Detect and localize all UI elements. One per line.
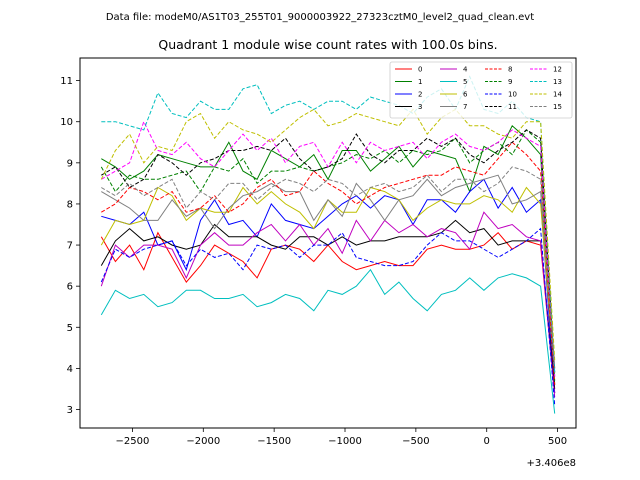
x-tick-label: −2000 (186, 436, 220, 447)
legend-label-3: 3 (418, 103, 422, 111)
x-tick-label: 500 (548, 436, 567, 447)
y-tick-label: 3 (67, 405, 73, 416)
x-axis: −2500 −2000 −1500 −1000 −500 0 500 (116, 428, 567, 447)
legend-label-8: 8 (508, 66, 512, 74)
plot-area: −2500 −2000 −1500 −1000 −500 0 500 34567891011… (60, 57, 577, 469)
x-tick-label: −2500 (116, 436, 150, 447)
y-axis: 3 4 5 6 7 8 9 10 11 (60, 76, 80, 416)
legend-label-1: 1 (418, 78, 422, 86)
y-tick-label: 10 (60, 117, 73, 128)
series-line-4 (100, 211, 556, 398)
y-tick-label: 11 (60, 76, 73, 87)
legend-label-11: 11 (508, 103, 517, 111)
series-line-2 (101, 178, 556, 394)
series-line-1 (101, 124, 556, 385)
x-tick-label: −1000 (328, 436, 362, 447)
series-layer (100, 75, 556, 414)
series-line-10 (100, 227, 556, 406)
legend-label-9: 9 (508, 78, 512, 86)
series-line-11 (101, 129, 556, 373)
chart-title: Quadrant 1 module wise count rates with … (158, 37, 497, 52)
series-line-7 (101, 174, 556, 369)
legend-label-10: 10 (508, 91, 517, 99)
legend-frame (389, 61, 573, 119)
x-tick-label: −1500 (257, 436, 291, 447)
series-line-3 (100, 219, 556, 389)
y-tick-label: 5 (67, 323, 73, 334)
series-line-12 (101, 120, 556, 377)
x-tick-label: 0 (484, 436, 490, 447)
y-tick-label: 4 (67, 364, 73, 375)
legend-label-13: 13 (553, 78, 562, 86)
series-line-14 (100, 108, 556, 361)
legend-label-7: 7 (463, 103, 467, 111)
legend-label-14: 14 (553, 91, 562, 99)
y-tick-label: 7 (67, 241, 73, 252)
figure-suptitle: Data file: modeM0/AS1T03_255T01_90000039… (106, 12, 534, 23)
y-tick-label: 9 (67, 158, 73, 169)
x-offset-label: +3.406e8 (526, 458, 576, 469)
y-tick-label: 6 (67, 282, 73, 293)
series-line-15 (101, 166, 556, 369)
legend-label-4: 4 (463, 66, 468, 74)
x-tick-label: −500 (402, 436, 429, 447)
legend-label-15: 15 (553, 103, 562, 111)
series-line-5 (100, 268, 556, 414)
axes-frame (79, 57, 577, 429)
legend-label-12: 12 (553, 66, 562, 74)
y-tick-label: 8 (67, 199, 73, 210)
legend-label-0: 0 (418, 66, 422, 74)
series-line-8 (101, 141, 556, 385)
legend-label-2: 2 (418, 91, 422, 99)
legend-label-6: 6 (463, 91, 468, 99)
legend-label-5: 5 (463, 78, 467, 86)
